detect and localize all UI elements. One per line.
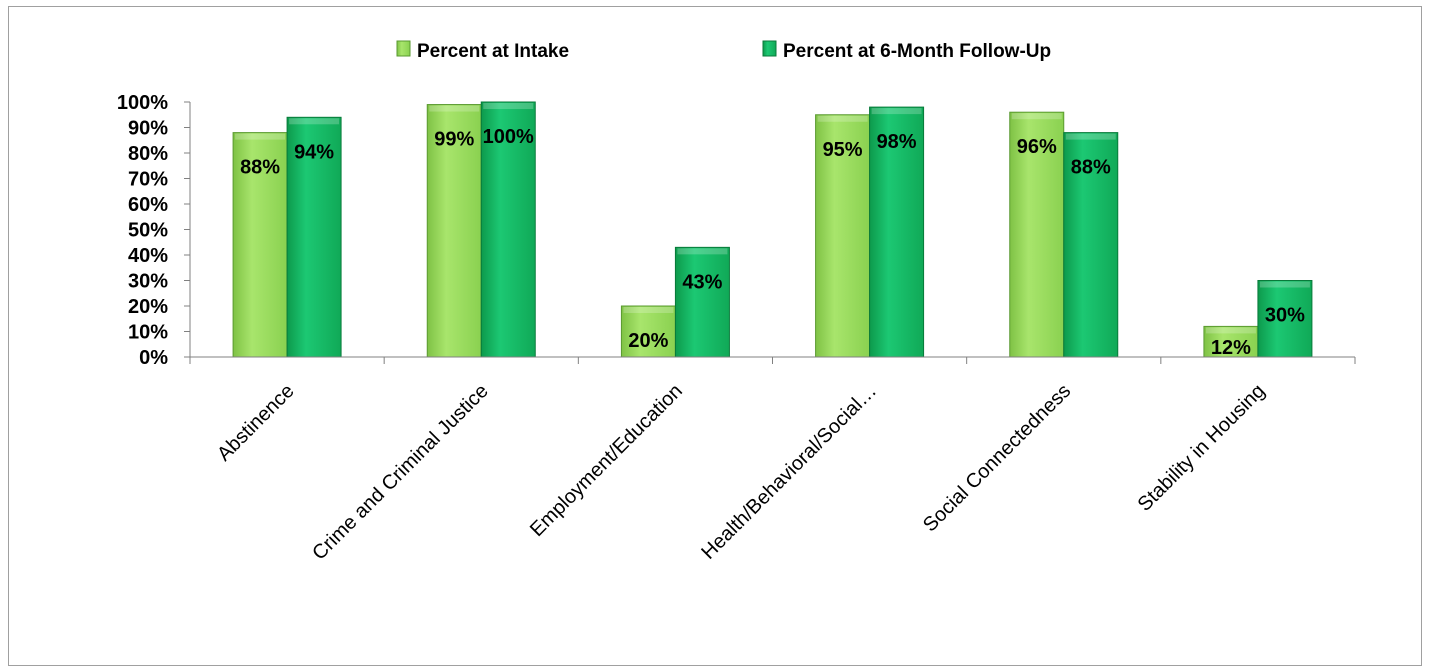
legend-item-followup: Percent at 6-Month Follow-Up [762, 40, 1051, 62]
bar-highlight [235, 133, 286, 140]
y-tick-label: 20% [128, 296, 168, 318]
bar-followup [674, 246, 730, 358]
data-label-intake: 95% [823, 139, 863, 161]
x-category-label: Health/Behavioral/Social… [697, 380, 881, 564]
data-label-intake: 96% [1017, 136, 1057, 158]
data-label-followup: 98% [877, 131, 917, 153]
legend-label-intake: Percent at Intake [417, 41, 569, 62]
bar-followup [869, 106, 925, 358]
y-tick-label: 80% [128, 143, 168, 165]
bar-intake [1203, 325, 1259, 358]
bars [232, 101, 1313, 358]
y-tick-label: 70% [128, 169, 168, 191]
data-label-followup: 43% [682, 271, 722, 293]
legend-swatch-intake [396, 40, 411, 57]
bar-highlight [289, 118, 340, 125]
bar-highlight [1205, 327, 1256, 334]
y-tick-label: 0% [139, 347, 168, 369]
bar-highlight [1259, 281, 1310, 288]
y-tick-label: 60% [128, 194, 168, 216]
x-category-label: Employment/Education [526, 380, 687, 541]
bar-highlight [1011, 113, 1062, 120]
bar-highlight [483, 103, 534, 109]
legend-swatch-followup [762, 40, 777, 57]
x-category-label: Crime and Criminal Justice [308, 380, 493, 565]
y-tick-label: 30% [128, 271, 168, 293]
data-label-followup: 30% [1265, 305, 1305, 327]
data-label-followup: 88% [1071, 157, 1111, 179]
x-axis: Abstinence Crime and Criminal Justice Empl… [189, 356, 1356, 565]
bar-highlight [623, 307, 674, 313]
y-tick-label: 90% [128, 118, 168, 140]
legend-item-intake: Percent at Intake [396, 40, 569, 62]
bar-intake [620, 305, 676, 358]
y-tick-label: 100% [117, 92, 168, 114]
bar-highlight [677, 248, 728, 255]
bar-intake [1009, 111, 1065, 358]
data-labels: 88% 94% 99% 100% 20% 43% 95% 98% 96% 88% 12% 30% [240, 126, 1305, 359]
data-label-intake: 12% [1211, 337, 1251, 359]
x-category-label: Social Connectedness [919, 380, 1075, 536]
bar-highlight [871, 108, 922, 115]
legend-label-followup: Percent at 6-Month Follow-Up [783, 41, 1051, 62]
data-label-intake: 88% [240, 157, 280, 179]
y-tick-label: 10% [128, 322, 168, 344]
data-label-intake: 20% [628, 330, 668, 352]
bar-intake [815, 114, 871, 358]
y-axis: 0% 10% 20% 30% 40% 50% 60% 70% 80% 90% 100% [117, 92, 191, 369]
data-label-followup: 94% [294, 141, 334, 163]
x-category-label: Abstinence [213, 380, 299, 466]
bar-followup [1063, 132, 1119, 358]
x-category-label: Stability in Housing [1134, 380, 1270, 516]
bar-highlight [429, 105, 480, 112]
bar-highlight [817, 115, 868, 122]
legend: Percent at Intake Percent at 6-Month Fol… [396, 40, 1051, 62]
data-label-intake: 99% [434, 129, 474, 151]
bar-highlight [1065, 133, 1116, 140]
bar-followup [1257, 280, 1313, 358]
y-tick-label: 40% [128, 245, 168, 267]
y-tick-label: 50% [128, 220, 168, 242]
data-label-followup: 100% [483, 126, 534, 148]
